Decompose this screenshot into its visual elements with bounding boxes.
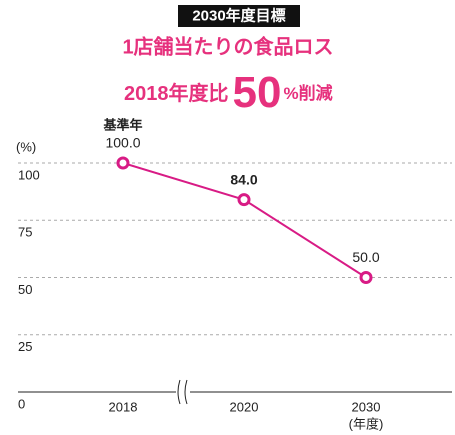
x-tick-label: 2018 bbox=[109, 399, 138, 414]
y-tick-label: 100 bbox=[18, 167, 40, 182]
subtitle-part: %削減 bbox=[283, 83, 332, 103]
y-tick-label: 0 bbox=[18, 396, 25, 411]
plot: 0 25 50 75 100 2018 2020 2030 100.0 84.0 50.0 bbox=[18, 135, 452, 414]
subtitle-part: 50 bbox=[233, 68, 282, 117]
data-label: 84.0 bbox=[230, 171, 257, 187]
header-box bbox=[178, 5, 300, 27]
chart-title: 1店舗当たりの食品ロス bbox=[122, 34, 333, 58]
x-tick-label: 2030 bbox=[352, 399, 381, 414]
annotation: 基準年 bbox=[102, 117, 142, 132]
data-point bbox=[359, 271, 373, 284]
y-tick-label: 25 bbox=[18, 339, 32, 354]
y-axis-label: (%) bbox=[16, 139, 36, 154]
data-label: 50.0 bbox=[352, 249, 379, 265]
header-label: 2030年度目標 bbox=[192, 6, 285, 24]
data-point bbox=[237, 193, 251, 207]
x-axis-label: (年度) bbox=[349, 416, 384, 431]
data-label: 100.0 bbox=[105, 135, 140, 151]
x-tick-label: 2020 bbox=[230, 399, 259, 414]
y-tick-label: 75 bbox=[18, 225, 32, 240]
axis-break bbox=[177, 379, 188, 405]
axis-break-gap bbox=[176, 382, 190, 402]
chart-subtitle: 2018年度比50 %削減 bbox=[124, 68, 333, 117]
y-tick-label: 50 bbox=[18, 282, 32, 297]
subtitle-part: 2018年度比 bbox=[124, 81, 229, 105]
data-point bbox=[116, 156, 130, 170]
